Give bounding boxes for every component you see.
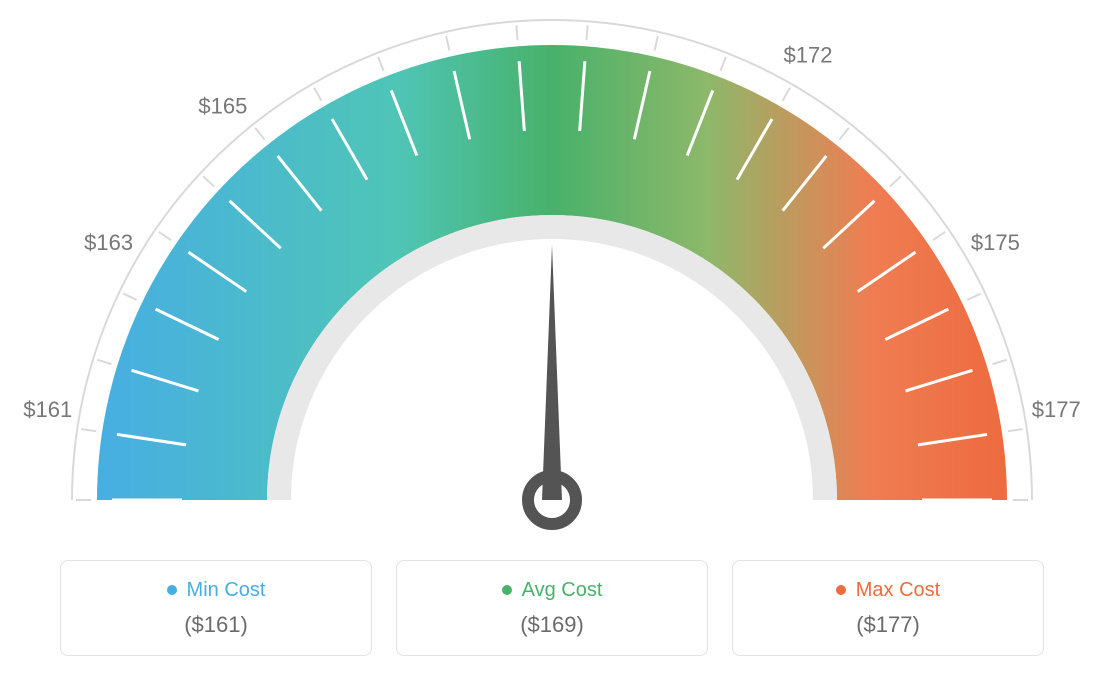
legend-value-min: ($161) [184, 612, 248, 638]
svg-text:$161: $161 [23, 397, 72, 422]
svg-text:$177: $177 [1032, 397, 1081, 422]
dot-avg [502, 585, 512, 595]
legend-label-min: Min Cost [187, 579, 266, 602]
legend-card-min: Min Cost ($161) [60, 560, 372, 656]
dot-max [836, 585, 846, 595]
svg-text:$175: $175 [971, 230, 1020, 255]
dot-min [167, 585, 177, 595]
legend-value-max: ($177) [856, 612, 920, 638]
legend-label-avg: Avg Cost [522, 579, 603, 602]
legend-label-max: Max Cost [856, 579, 940, 602]
svg-text:$165: $165 [198, 94, 247, 119]
legend-row: Min Cost ($161) Avg Cost ($169) Max Cost… [30, 560, 1074, 656]
legend-card-avg: Avg Cost ($169) [396, 560, 708, 656]
legend-card-max: Max Cost ($177) [732, 560, 1044, 656]
legend-value-avg: ($169) [520, 612, 584, 638]
gauge-chart: $161$163$165$169$172$175$177 [0, 0, 1104, 560]
svg-text:$172: $172 [784, 42, 833, 67]
svg-text:$163: $163 [84, 230, 133, 255]
